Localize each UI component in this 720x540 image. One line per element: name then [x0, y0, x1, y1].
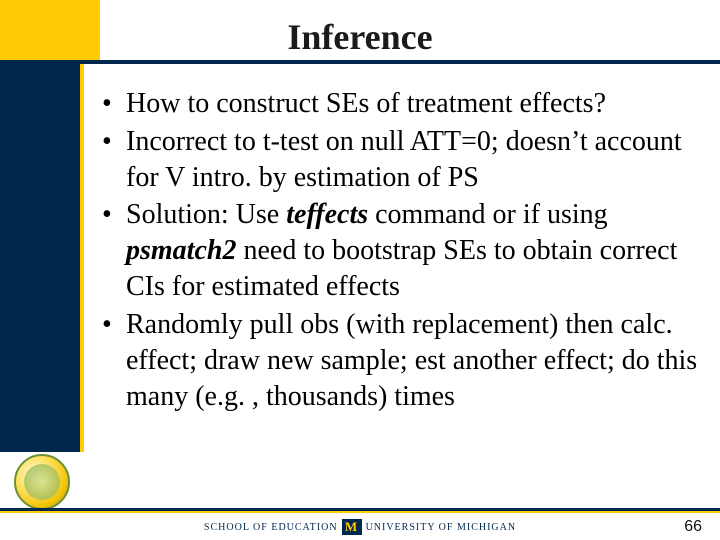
emphasis-teffects: teffects [286, 199, 368, 230]
sidebar-gold-strip [80, 64, 84, 452]
title-wrap: Inference [0, 16, 720, 58]
bullet-item: Incorrect to t-test on null ATT=0; doesn… [102, 124, 702, 196]
title-underline [0, 60, 720, 64]
bullet-content: How to construct SEs of treatment effect… [102, 86, 702, 416]
emphasis-psmatch2: psmatch2 [126, 235, 236, 266]
page-number: 66 [684, 518, 702, 536]
slide: Inference How to construct SEs of treatm… [0, 0, 720, 540]
bullet-text: Randomly pull obs (with replacement) the… [126, 309, 697, 412]
cshpe-logo-inner [24, 464, 60, 500]
cshpe-logo-block [0, 452, 84, 512]
bullet-text: Solution: Use [126, 199, 286, 230]
footer-rule-gold [0, 511, 720, 513]
block-m-icon: M [342, 519, 362, 535]
footer-right-text: UNIVERSITY OF MICHIGAN [366, 522, 517, 533]
bullet-text: command or if using [368, 199, 608, 230]
bullet-item: How to construct SEs of treatment effect… [102, 86, 702, 122]
sidebar-blue [0, 64, 80, 452]
footer: SCHOOL OF EDUCATION M UNIVERSITY OF MICH… [0, 514, 720, 540]
bullet-item: Solution: Use teffects command or if usi… [102, 197, 702, 304]
bullet-item: Randomly pull obs (with replacement) the… [102, 307, 702, 414]
cshpe-logo-icon [14, 454, 70, 510]
footer-left-text: SCHOOL OF EDUCATION [204, 522, 338, 533]
bullet-text: Incorrect to t-test on null ATT=0; doesn… [126, 126, 682, 193]
bullet-text: How to construct SEs of treatment effect… [126, 88, 606, 119]
slide-title: Inference [287, 17, 432, 57]
